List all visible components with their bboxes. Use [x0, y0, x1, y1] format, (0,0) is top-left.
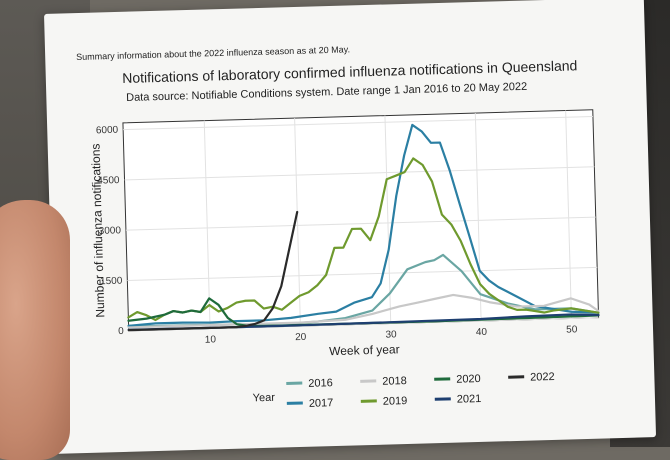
x-tick-20: 20 [295, 332, 307, 343]
x-tick-50: 50 [566, 324, 578, 335]
legend: Year 2016 2018 2020 2022 2017 2019 2021 [252, 371, 555, 411]
legend-label-2020: 2020 [456, 373, 481, 386]
x-tick-40: 40 [476, 327, 488, 338]
x-axis-title: Week of year [329, 342, 400, 358]
y-tick-6000: 6000 [96, 125, 119, 137]
legend-label-2017: 2017 [309, 397, 334, 410]
legend-label-2018: 2018 [382, 375, 407, 388]
x-tick-30: 30 [385, 329, 397, 340]
legend-label-2019: 2019 [383, 395, 408, 408]
legend-label-2021: 2021 [457, 393, 482, 406]
y-tick-0: 0 [118, 326, 124, 337]
y-axis-title: Number of influenza notifications [89, 143, 108, 317]
plot-frame [123, 110, 599, 331]
legend-label-2022: 2022 [530, 371, 555, 384]
legend-title: Year [253, 392, 276, 405]
legend-label-2016: 2016 [308, 377, 333, 390]
x-tick-10: 10 [205, 334, 217, 345]
